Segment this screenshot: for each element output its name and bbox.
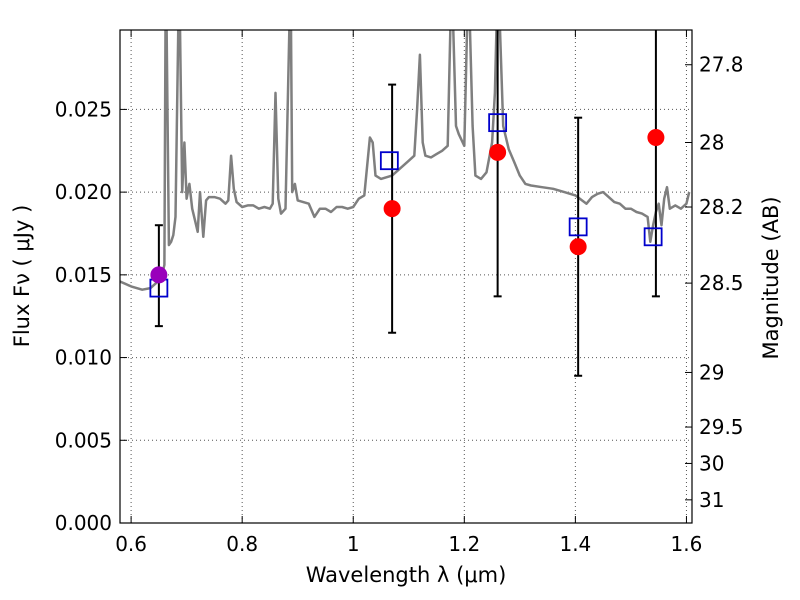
grid-lines	[120, 30, 692, 524]
observed-point	[489, 143, 507, 161]
y2-axis-title: Magnitude (AB)	[759, 196, 783, 359]
y2-tick-label: 29.5	[699, 415, 744, 439]
x-tick-label: 0.6	[115, 532, 147, 556]
y-tick-label: 0.015	[55, 263, 112, 287]
y2-tick-label: 27.8	[699, 53, 744, 77]
x-tick-label: 1	[347, 532, 360, 556]
x-tick-label: 1.4	[559, 532, 591, 556]
y2-tick-label: 28.2	[699, 195, 744, 219]
model-point-square	[379, 151, 399, 171]
observed-point	[569, 238, 587, 256]
x-tick-label: 1.2	[448, 532, 480, 556]
observed-point	[150, 266, 168, 284]
x-axis-title: Wavelength λ (μm)	[306, 563, 507, 587]
model-point-square	[643, 227, 663, 247]
axis-ticks	[120, 30, 692, 524]
error-bars	[154, 30, 660, 377]
y2-tick-label: 31	[699, 488, 724, 512]
y-tick-label: 0.000	[55, 511, 112, 535]
x-tick-labels: 0.6 0.8 1 1.2 1.4 1.6	[115, 532, 702, 556]
y-tick-label: 0.010	[55, 346, 112, 370]
plot-frame	[119, 29, 693, 524]
model-point-square	[488, 113, 508, 133]
model-spectrum	[120, 30, 691, 291]
observed-point	[647, 129, 665, 147]
y2-tick-label: 28	[699, 130, 724, 154]
y2-tick-labels: 27.8 28 28.2 28.5 29 29.5 30 31	[699, 53, 744, 512]
y-tick-labels: 0.000 0.005 0.010 0.015 0.020 0.025	[55, 97, 112, 535]
y-tick-label: 0.025	[55, 97, 112, 121]
y-axis-title: Flux Fν ( μJy )	[10, 205, 34, 348]
observed-point	[383, 200, 401, 218]
y2-tick-label: 29	[699, 360, 724, 384]
x-tick-label: 1.6	[671, 532, 703, 556]
x-tick-label: 0.8	[226, 532, 258, 556]
y-tick-label: 0.020	[55, 180, 112, 204]
model-photometry-markers	[149, 113, 663, 298]
y2-tick-label: 30	[699, 451, 724, 475]
y-tick-label: 0.005	[55, 428, 112, 452]
model-point-square	[568, 217, 588, 237]
observed-photometry-markers	[150, 129, 665, 284]
y2-tick-label: 28.5	[699, 271, 744, 295]
spectrum-line	[120, 30, 691, 291]
